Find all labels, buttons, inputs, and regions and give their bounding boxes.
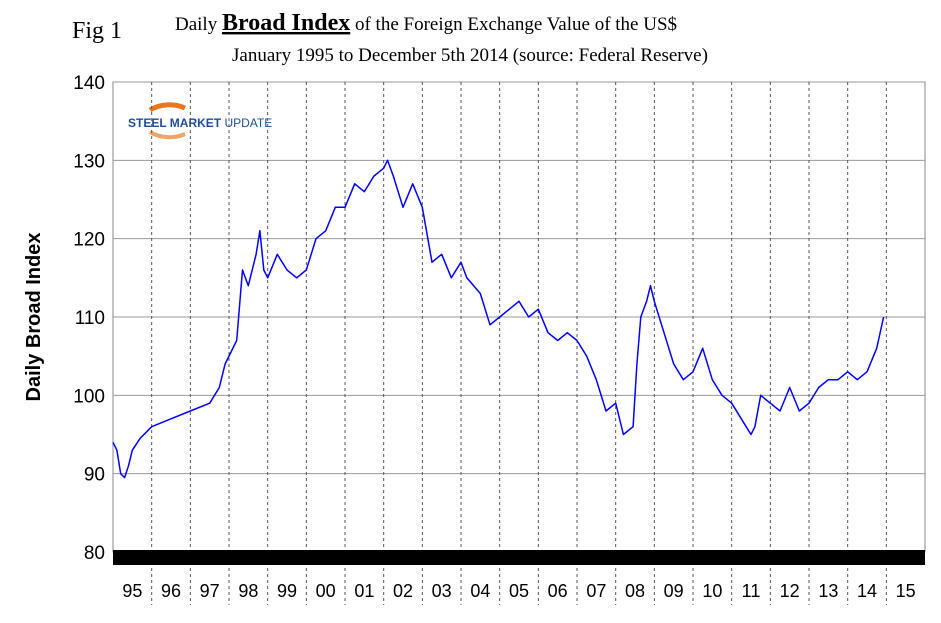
x-tick-label: 07 (586, 581, 606, 601)
y-tick-label: 90 (84, 465, 105, 486)
x-tick-label: 95 (122, 581, 142, 601)
chart-title: Daily Broad Index of the Foreign Exchang… (175, 10, 677, 36)
logo-part: STEEL MARKET (128, 116, 222, 130)
logo-text: STEEL MARKET UPDATE (128, 116, 272, 130)
y-axis-label: Daily Broad Index (23, 233, 45, 402)
x-tick-label: 01 (354, 581, 374, 601)
x-tick-label: 96 (161, 581, 181, 601)
axis-band (113, 550, 925, 565)
y-tick-label: 110 (75, 308, 105, 329)
x-tick-label: 99 (277, 581, 297, 601)
x-tick-label: 10 (702, 581, 722, 601)
data-line (112, 159, 885, 479)
x-tick-label: 08 (625, 581, 645, 601)
y-tick-label: 140 (73, 73, 105, 94)
x-tick-label: 09 (664, 581, 684, 601)
title-part: Daily (175, 14, 218, 35)
fig-label: Fig 1 (72, 18, 122, 44)
x-tick-label: 14 (857, 581, 877, 601)
x-tick-label: 12 (780, 581, 800, 601)
y-tick-label: 80 (84, 543, 105, 564)
logo-swoosh (148, 102, 187, 113)
title-part: of the Foreign Exchange Value of the US$ (355, 14, 677, 35)
x-tick-label: 13 (818, 581, 838, 601)
logo: STEEL MARKET UPDATE (128, 102, 272, 140)
logo-part: UPDATE (224, 116, 272, 130)
x-tick-label: 98 (238, 581, 258, 601)
y-tick-label: 100 (73, 386, 105, 407)
x-tick-label: 02 (393, 581, 413, 601)
y-tick-label: 120 (73, 230, 105, 251)
title-part: Broad Index (222, 10, 350, 36)
x-tick-label: 15 (896, 581, 916, 601)
x-tick-label: 97 (200, 581, 220, 601)
x-tick-label: 06 (548, 581, 568, 601)
x-tick-label: 04 (470, 581, 490, 601)
logo-swoosh (148, 130, 186, 140)
x-tick-label: 00 (316, 581, 336, 601)
x-tick-label: 11 (742, 581, 761, 601)
x-tick-label: 05 (509, 581, 529, 601)
x-tick-label: 03 (432, 581, 452, 601)
chart-subtitle: January 1995 to December 5th 2014 (sourc… (232, 45, 708, 66)
y-tick-label: 130 (73, 151, 105, 172)
